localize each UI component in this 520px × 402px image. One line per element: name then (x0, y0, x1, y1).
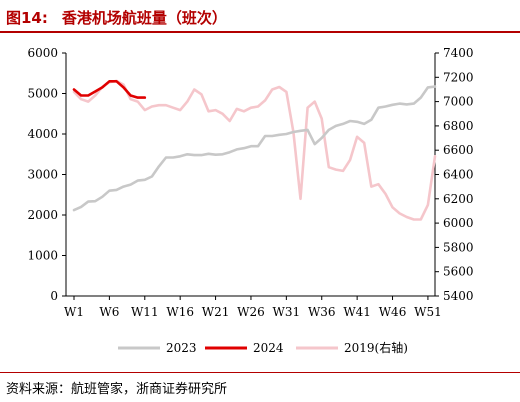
x-tick-label: W46 (379, 305, 407, 319)
right-tick-label: 7000 (443, 95, 474, 109)
right-tick-label: 6800 (443, 119, 474, 133)
right-tick-label: 6000 (443, 216, 474, 230)
left-tick-label: 1000 (27, 249, 58, 263)
title-rule (0, 31, 520, 33)
right-tick-label: 6600 (443, 143, 474, 157)
right-tick-label: 5800 (443, 240, 474, 254)
right-tick-label: 7400 (443, 46, 474, 60)
x-tick-label: W16 (166, 305, 194, 319)
left-tick-label: 6000 (27, 46, 58, 60)
right-tick-label: 6200 (443, 192, 474, 206)
flight-volume-chart: 0 1000 2000 3000 4000 5000 6000 5400 5600 5800 600… (27, 46, 474, 355)
left-tick-label: 2000 (27, 208, 58, 222)
figure-title-row: 图14: 香港机场航班量（班次） (6, 4, 514, 30)
legend-label: 2023 (166, 341, 197, 355)
figure-label: 图14: (6, 8, 48, 27)
left-tick-label: 0 (50, 289, 58, 303)
left-tick-label: 4000 (27, 127, 58, 141)
right-tick-label: 5600 (443, 265, 474, 279)
x-tick-label: W31 (273, 305, 301, 319)
series-line-2024 (72, 80, 147, 99)
source-rule (0, 372, 520, 373)
left-tick-label: 5000 (27, 87, 58, 101)
right-tick-label: 5400 (443, 289, 474, 303)
left-tick-label: 3000 (27, 168, 58, 182)
figure-title: 香港机场航班量（班次） (61, 8, 227, 27)
x-tick-label: W6 (99, 305, 119, 319)
legend-label: 2019(右轴) (344, 340, 408, 355)
legend-label: 2024 (253, 341, 284, 355)
x-tick-label: W41 (343, 305, 371, 319)
series-line-2023 (72, 85, 437, 212)
x-tick-label: W36 (308, 305, 336, 319)
x-tick-label: W1 (64, 305, 84, 319)
source-note: 资料来源：航班管家，浙商证券研究所 (6, 382, 228, 397)
x-tick-label: W26 (237, 305, 265, 319)
x-tick-label: W51 (414, 305, 442, 319)
x-tick-label: W21 (202, 305, 230, 319)
right-tick-label: 7200 (443, 70, 474, 84)
series-line-2019 (72, 79, 437, 221)
x-tick-label: W11 (131, 305, 159, 319)
right-tick-label: 6400 (443, 168, 474, 182)
